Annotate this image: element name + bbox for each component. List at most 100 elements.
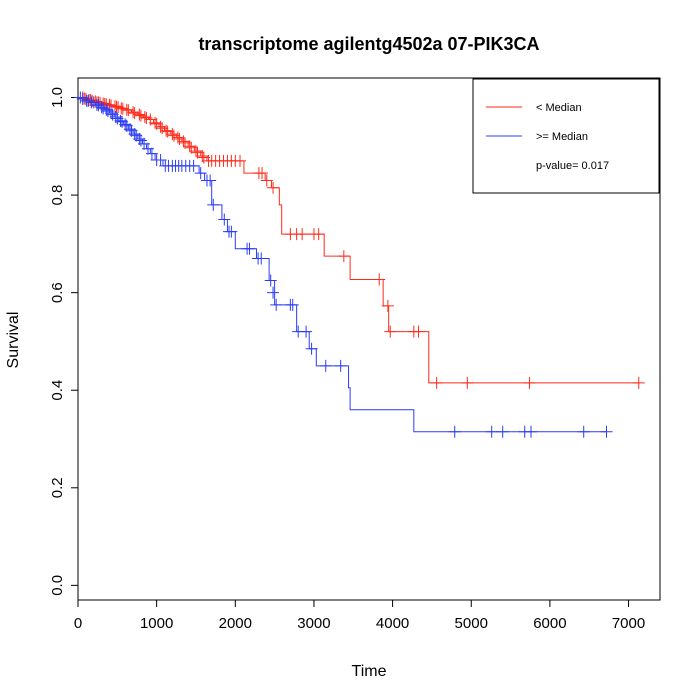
censor-mark — [114, 114, 127, 127]
censor-mark — [267, 286, 280, 299]
censor-mark — [178, 136, 191, 149]
censor-mark — [74, 91, 87, 104]
censor-mark — [461, 376, 474, 389]
y-tick-label: 0.2 — [49, 477, 66, 498]
censor-mark — [122, 104, 135, 117]
censor-mark — [133, 108, 146, 121]
x-tick-label: 4000 — [376, 615, 409, 632]
y-tick-label: 0.4 — [49, 380, 66, 401]
censor-mark — [312, 228, 325, 241]
censor-mark — [183, 140, 196, 153]
y-tick-label: 0.0 — [49, 575, 66, 596]
censor-mark — [485, 425, 498, 438]
censor-mark — [496, 425, 509, 438]
censor-mark — [218, 213, 231, 226]
x-tick-label: 7000 — [612, 615, 645, 632]
censor-mark — [600, 425, 613, 438]
censor-mark — [111, 112, 124, 125]
legend-p-value: p-value= 0.017 — [536, 160, 609, 172]
censor-mark — [412, 325, 425, 338]
censor-mark — [100, 103, 113, 116]
y-axis-label: Survival — [5, 312, 22, 369]
censor-mark — [264, 274, 277, 287]
censor-mark — [191, 146, 204, 159]
censor-mark — [632, 376, 645, 389]
censor-mark — [127, 106, 140, 119]
censor-mark — [196, 150, 209, 163]
censor-mark — [101, 105, 114, 118]
censor-mark — [87, 96, 100, 109]
legend-label-above-median: >= Median — [536, 131, 588, 143]
censor-mark — [296, 228, 309, 241]
censor-mark — [225, 225, 238, 238]
censor-mark — [120, 119, 133, 132]
censor-mark — [430, 376, 443, 389]
censor-mark — [145, 147, 158, 160]
series-layer — [74, 91, 645, 438]
x-tick-label: 6000 — [533, 615, 566, 632]
censor-mark — [187, 159, 200, 172]
x-tick-label: 0 — [74, 615, 82, 632]
censor-mark — [166, 128, 179, 141]
censor-mark — [256, 167, 269, 180]
censor-mark — [197, 151, 210, 164]
y-tick-label: 0.8 — [49, 185, 66, 206]
censor-mark — [161, 125, 174, 138]
censor-mark — [185, 141, 198, 154]
censor-mark — [305, 342, 318, 355]
censor-mark — [577, 425, 590, 438]
censor-mark — [82, 94, 95, 107]
censor-mark — [119, 118, 132, 131]
y-tick-label: 1.0 — [49, 87, 66, 108]
censor-mark — [207, 198, 220, 211]
plot-frame — [77, 77, 661, 601]
censor-mark — [448, 425, 461, 438]
censor-mark — [337, 250, 350, 263]
censor-mark — [130, 129, 143, 142]
chart-title: transcriptome agilentg4502a 07-PIK3CA — [198, 34, 539, 54]
censor-mark — [123, 123, 136, 136]
censor-mark — [128, 128, 141, 141]
censor-mark — [112, 101, 125, 114]
censor-mark — [138, 111, 151, 124]
censor-mark — [154, 153, 167, 166]
censor-mark — [194, 167, 207, 180]
censor-mark — [92, 99, 105, 112]
censor-mark — [523, 376, 536, 389]
censor-mark — [125, 124, 138, 137]
censor-mark — [255, 252, 268, 265]
x-tick-label: 3000 — [297, 615, 330, 632]
y-axis: 0.0 0.2 0.4 0.6 0.8 1.0 — [49, 87, 78, 596]
censor-mark — [384, 325, 397, 338]
series-1 — [74, 91, 613, 438]
censor-mark — [334, 359, 347, 372]
censor-mark — [286, 298, 299, 311]
censor-mark — [144, 113, 157, 126]
x-axis: 0 1000 2000 3000 4000 5000 6000 7000 — [74, 600, 645, 632]
censor-mark — [133, 132, 146, 145]
censor-mark — [189, 145, 202, 158]
y-tick-label: 0.6 — [49, 282, 66, 303]
censor-mark — [97, 102, 110, 115]
censor-mark — [373, 273, 386, 286]
x-tick-label: 1000 — [140, 615, 173, 632]
x-axis-label: Time — [352, 663, 387, 680]
censor-mark — [177, 135, 190, 148]
censor-mark — [134, 134, 147, 147]
censor-mark — [260, 174, 273, 187]
censor-mark — [525, 425, 538, 438]
censor-mark — [160, 124, 173, 137]
x-tick-label: 2000 — [219, 615, 252, 632]
censor-mark — [319, 359, 332, 372]
censor-mark — [381, 299, 394, 312]
censor-mark — [204, 174, 217, 187]
censor-mark — [95, 101, 108, 114]
censor-mark — [300, 325, 313, 338]
series-0 — [76, 91, 645, 389]
censor-mark — [234, 154, 247, 167]
legend: < Median >= Median p-value= 0.017 — [472, 78, 660, 194]
censor-mark — [270, 298, 283, 311]
censor-mark — [128, 107, 141, 120]
x-tick-label: 5000 — [455, 615, 488, 632]
